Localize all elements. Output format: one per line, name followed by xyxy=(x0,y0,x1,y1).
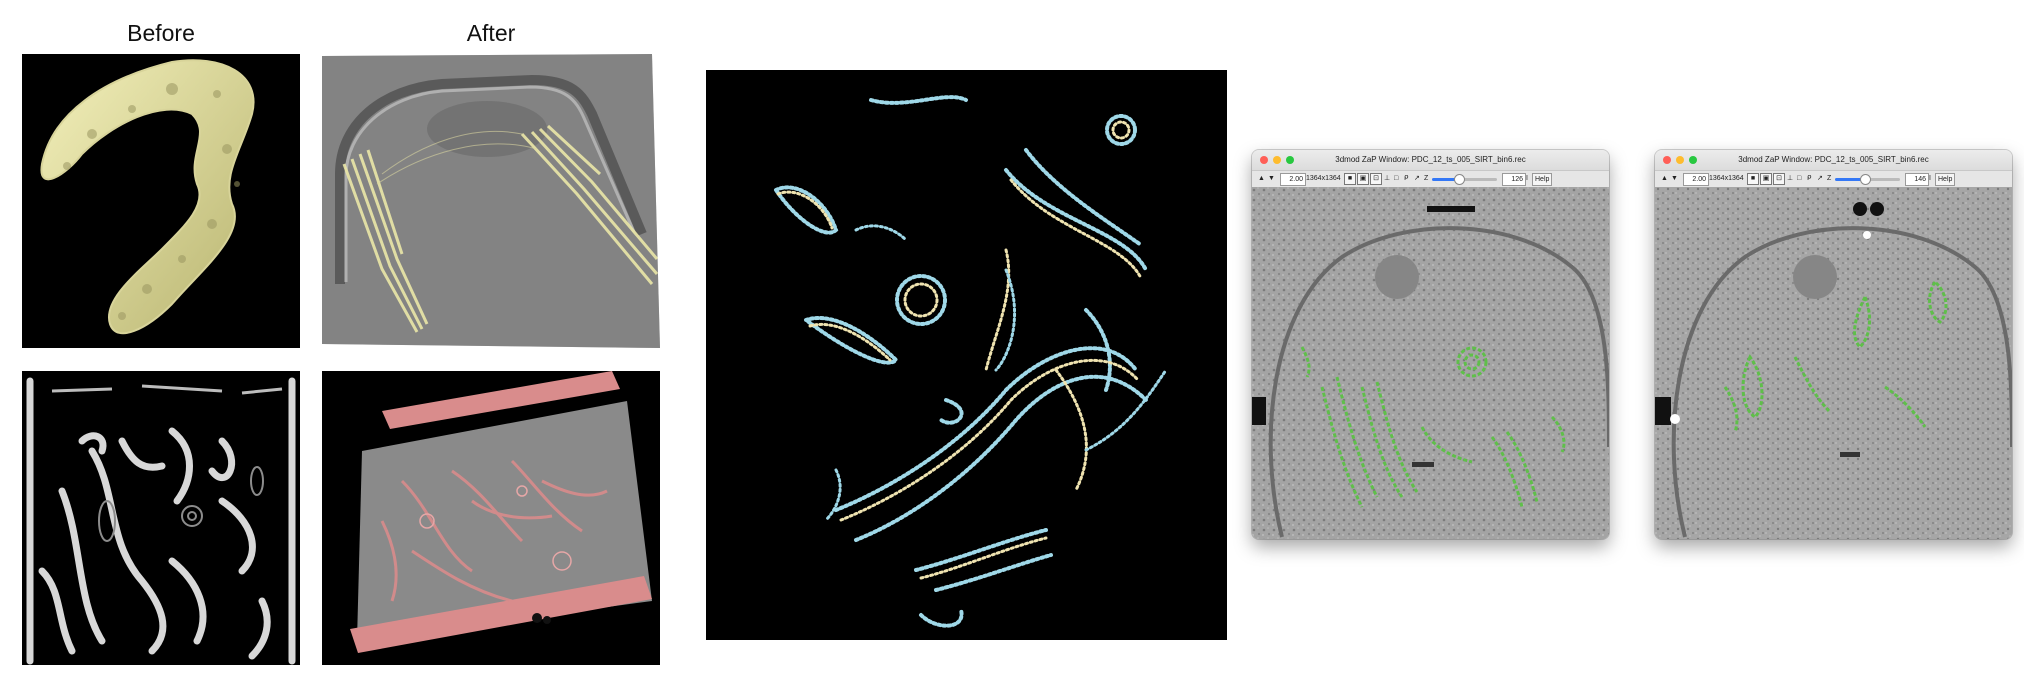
z-label-icon: Z xyxy=(1424,175,1429,182)
arrow-down-icon[interactable]: ▼ xyxy=(1268,175,1275,182)
z-label-icon: Z xyxy=(1827,175,1832,182)
pin-icon[interactable]: ⊥ xyxy=(1384,175,1391,182)
arrow-up-icon[interactable]: ▲ xyxy=(1258,175,1265,182)
rectangle-icon[interactable]: □ xyxy=(1797,175,1802,182)
after-membrane-render xyxy=(322,54,660,348)
close-icon[interactable] xyxy=(1260,156,1268,164)
arrow-tool-icon[interactable]: ↗ xyxy=(1414,175,1420,182)
lasso-icon[interactable]: ᑭ xyxy=(1404,175,1409,182)
after-segmentation-render xyxy=(322,371,660,665)
image-size-readout: 1364x1364 xyxy=(1306,175,1341,182)
section-slider-knob[interactable] xyxy=(1860,174,1871,185)
tomogram-slice-view[interactable] xyxy=(1655,187,2012,539)
rectangle-icon[interactable]: □ xyxy=(1394,175,1399,182)
before-membrane-render xyxy=(22,54,300,348)
before-label: Before xyxy=(127,20,195,46)
separator-glyph: I xyxy=(1526,175,1528,182)
pin-icon[interactable]: ⊥ xyxy=(1787,175,1794,182)
section-field[interactable]: 126 xyxy=(1502,173,1526,186)
help-button[interactable]: Help xyxy=(1935,173,1956,186)
arrow-down-icon[interactable]: ▼ xyxy=(1671,175,1678,182)
zoom-icon[interactable] xyxy=(1689,156,1697,164)
zoom-icon[interactable] xyxy=(1286,156,1294,164)
save-icon[interactable]: ▣ xyxy=(1357,173,1369,185)
arrow-tool-icon[interactable]: ↗ xyxy=(1817,175,1823,182)
zap-toolbar: ▲ ▼ 2.00 1364x1364 ■ ▣ ⊡ ⊥ □ ᑭ ↗ Z 126 I… xyxy=(1252,171,1609,188)
center-icon[interactable]: ⊡ xyxy=(1773,173,1785,185)
after-label: After xyxy=(466,20,516,46)
zoom-field[interactable]: 2.00 xyxy=(1683,173,1709,186)
zap-window-2-titlebar[interactable]: 3dmod ZaP Window: PDC_12_ts_005_SIRT_bin… xyxy=(1655,150,2012,171)
section-slider-fill[interactable] xyxy=(1835,178,1865,181)
image-size-readout: 1364x1364 xyxy=(1709,175,1744,182)
zap-window-1[interactable]: 3dmod ZaP Window: PDC_12_ts_005_SIRT_bin… xyxy=(1252,150,1609,539)
zap-window-1-titlebar[interactable]: 3dmod ZaP Window: PDC_12_ts_005_SIRT_bin… xyxy=(1252,150,1609,171)
section-slider-track[interactable] xyxy=(1459,178,1497,181)
center-icon[interactable]: ⊡ xyxy=(1370,173,1382,185)
minimize-icon[interactable] xyxy=(1273,156,1281,164)
membrane-point-cloud xyxy=(706,70,1227,640)
window-title: 3dmod ZaP Window: PDC_12_ts_005_SIRT_bin… xyxy=(1738,155,1929,164)
lock-icon[interactable]: ■ xyxy=(1747,173,1759,185)
section-field[interactable]: 146 xyxy=(1905,173,1929,186)
help-button[interactable]: Help xyxy=(1532,173,1553,186)
zap-window-2[interactable]: 3dmod ZaP Window: PDC_12_ts_005_SIRT_bin… xyxy=(1655,150,2012,539)
close-icon[interactable] xyxy=(1663,156,1671,164)
zap-toolbar: ▲ ▼ 2.00 1364x1364 ■ ▣ ⊡ ⊥ □ ᑭ ↗ Z 146 I… xyxy=(1655,171,2012,188)
window-title: 3dmod ZaP Window: PDC_12_ts_005_SIRT_bin… xyxy=(1335,155,1526,164)
section-slider-knob[interactable] xyxy=(1454,174,1465,185)
before-segmentation-render xyxy=(22,371,300,665)
arrow-up-icon[interactable]: ▲ xyxy=(1661,175,1668,182)
tomogram-slice-view[interactable] xyxy=(1252,187,1609,539)
save-icon[interactable]: ▣ xyxy=(1760,173,1772,185)
minimize-icon[interactable] xyxy=(1676,156,1684,164)
zoom-field[interactable]: 2.00 xyxy=(1280,173,1306,186)
section-slider-track[interactable] xyxy=(1865,178,1900,181)
lock-icon[interactable]: ■ xyxy=(1344,173,1356,185)
lasso-icon[interactable]: ᑭ xyxy=(1807,175,1812,182)
separator-glyph: I xyxy=(1929,175,1931,182)
section-slider-fill[interactable] xyxy=(1432,178,1459,181)
